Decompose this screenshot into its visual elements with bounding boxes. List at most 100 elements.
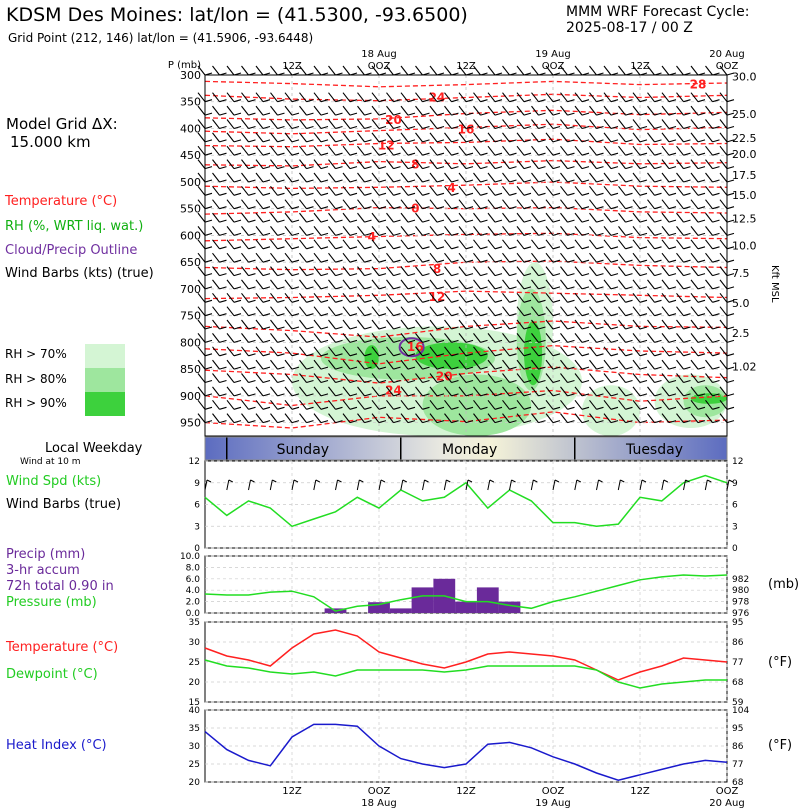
wind-barb: [197, 119, 213, 130]
wind-barb: [574, 333, 590, 343]
wind-barb: [458, 252, 474, 263]
wind-barb: [690, 199, 706, 210]
wind-barb: [516, 226, 532, 236]
wind-barb: [516, 333, 532, 343]
wind-barb: [560, 413, 575, 424]
isotherm-label: 24: [429, 90, 446, 104]
msl-tick-label: 17.5: [732, 169, 757, 182]
wind-barb: [458, 319, 474, 330]
wind-barb: [328, 132, 343, 143]
wind-barb: [212, 159, 227, 170]
wind-barb: [690, 359, 706, 370]
wind-barb: [284, 239, 300, 250]
wind-barb: [574, 185, 590, 196]
wind-barb: [574, 239, 590, 250]
surface-wind-barb: [639, 479, 647, 491]
panel-left-tick: 6.0: [186, 575, 201, 585]
surface-wind-barb: [226, 479, 234, 491]
wind-barb: [574, 105, 590, 116]
wind-barb: [632, 239, 648, 250]
wind-barb: [241, 306, 256, 317]
wind-barb: [603, 172, 619, 183]
wind-barb: [589, 119, 604, 130]
panel-right-tick: 68: [732, 778, 744, 788]
wind-barb: [589, 292, 604, 303]
wind-barb: [241, 105, 256, 116]
wind-barb: [690, 145, 706, 156]
wind-barb: [603, 319, 619, 330]
msl-tick-label: 20.0: [732, 148, 757, 161]
wind-barb: [371, 172, 387, 183]
wind-barb: [560, 359, 575, 370]
panel-right-tick: 86: [732, 638, 744, 648]
wind-barb: [226, 226, 242, 236]
weekday-label: Monday: [442, 442, 497, 458]
wind-barb: [705, 346, 720, 357]
wind-barb: [415, 105, 430, 116]
wind-barb: [473, 333, 488, 343]
msl-tick-label: 7.5: [732, 267, 750, 280]
wind-barb: [400, 199, 416, 210]
wind-barb: [371, 266, 387, 277]
wind-barb: [560, 159, 575, 170]
wind-barb: [516, 386, 532, 397]
wind-barb: [313, 226, 329, 236]
wind-barb: [429, 373, 445, 384]
wind-barb: [574, 359, 590, 370]
wind-barb: [545, 333, 561, 343]
wind-barb: [603, 292, 619, 303]
wind-barb: [458, 159, 474, 170]
wind-barb: [632, 359, 648, 370]
wind-barb: [429, 399, 445, 410]
wind-barb: [313, 346, 329, 357]
wind-barb: [487, 92, 503, 103]
wind-barb: [313, 119, 329, 130]
wind-barb: [212, 132, 227, 143]
wind-barb: [719, 279, 735, 290]
wind-barb: [197, 266, 213, 277]
isotherm-label: 4: [368, 230, 376, 244]
wind-barb: [661, 239, 677, 250]
wind-barb: [284, 145, 300, 156]
wind-barb: [270, 266, 285, 277]
wind-barb: [502, 199, 517, 210]
wind-barb: [313, 132, 329, 143]
wind-barb: [487, 333, 503, 343]
wind-barb: [676, 132, 691, 143]
weekday-title: Local Weekday: [45, 441, 143, 456]
wind-barb: [284, 159, 300, 170]
wind-barb: [560, 132, 575, 143]
wind-barb: [632, 132, 648, 143]
msl-tick-label: 10.0: [732, 240, 757, 253]
wind-barb: [676, 359, 691, 370]
wind-barb: [371, 279, 387, 290]
wind-barb: [719, 306, 735, 317]
wind-barb: [212, 119, 227, 130]
wind-barb: [400, 185, 416, 196]
surface-wind-barb: [683, 479, 690, 491]
wind-barbs: [197, 65, 735, 424]
wind-barb: [357, 105, 372, 116]
wind-barb: [400, 346, 416, 357]
wind-barb: [647, 333, 662, 343]
grid-point-subtitle: Grid Point (212, 146) lat/lon = (41.5906…: [8, 31, 314, 45]
wind-barb: [284, 119, 300, 130]
wind-barb: [444, 333, 459, 343]
wind-barb: [661, 226, 677, 236]
isotherm-label: 0: [411, 202, 419, 216]
wind-barb: [212, 199, 227, 210]
wind-barb: [516, 413, 532, 424]
wind-barb: [255, 145, 271, 156]
wind-barb: [212, 185, 227, 196]
wind-barb: [719, 226, 735, 236]
wind-barb: [386, 346, 401, 357]
wind-barb: [299, 239, 314, 250]
wind-barb: [342, 145, 358, 156]
panel-right-tick: 77: [732, 658, 743, 668]
wind-barb: [531, 346, 546, 357]
wind-barb: [299, 145, 314, 156]
isotherm: [205, 260, 727, 271]
wind-barb: [197, 185, 213, 196]
wind-barb: [502, 119, 517, 130]
wind-barb: [444, 119, 459, 130]
